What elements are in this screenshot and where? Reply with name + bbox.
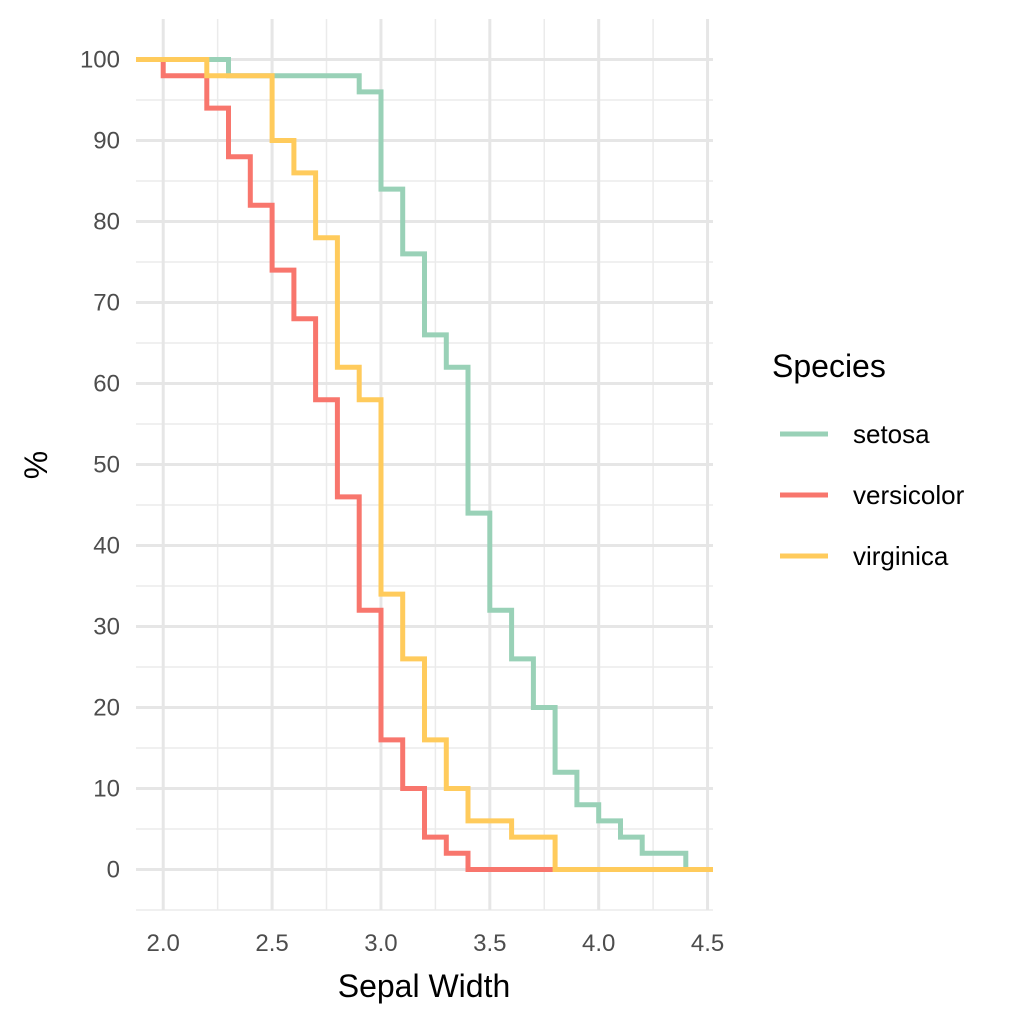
- y-axis-title: %: [18, 451, 54, 479]
- legend: Species setosa versicolor virginica: [772, 348, 965, 571]
- legend-label-setosa: setosa: [853, 419, 930, 449]
- y-tick-label: 60: [93, 371, 120, 398]
- y-tick-label: 50: [93, 452, 120, 479]
- y-axis-tick-labels: 0 10 20 30 40 50 60 70 80 90 100: [80, 47, 120, 884]
- legend-label-virginica: virginica: [853, 541, 949, 571]
- y-tick-label: 100: [80, 47, 120, 74]
- x-axis-title: Sepal Width: [338, 968, 511, 1004]
- x-tick-label: 3.0: [364, 930, 397, 957]
- y-tick-label: 0: [107, 857, 120, 884]
- major-gridlines: [136, 19, 713, 910]
- series-line-setosa: [136, 57, 713, 872]
- y-tick-label: 90: [93, 128, 120, 155]
- y-tick-label: 40: [93, 533, 120, 560]
- x-tick-label: 4.0: [582, 930, 615, 957]
- x-tick-label: 4.5: [691, 930, 724, 957]
- y-tick-label: 70: [93, 290, 120, 317]
- y-tick-label: 80: [93, 209, 120, 236]
- y-tick-label: 20: [93, 695, 120, 722]
- legend-label-versicolor: versicolor: [853, 480, 965, 510]
- x-tick-label: 2.0: [147, 930, 180, 957]
- y-tick-label: 30: [93, 614, 120, 641]
- series-line-virginica: [136, 57, 713, 872]
- x-tick-label: 3.5: [473, 930, 506, 957]
- series-line-versicolor: [136, 57, 556, 872]
- legend-title: Species: [772, 348, 886, 384]
- y-tick-label: 10: [93, 776, 120, 803]
- series-layer: [136, 57, 713, 872]
- x-tick-label: 2.5: [255, 930, 288, 957]
- legend-items: setosa versicolor virginica: [780, 419, 965, 571]
- x-axis-tick-labels: 2.0 2.5 3.0 3.5 4.0 4.5: [147, 930, 725, 957]
